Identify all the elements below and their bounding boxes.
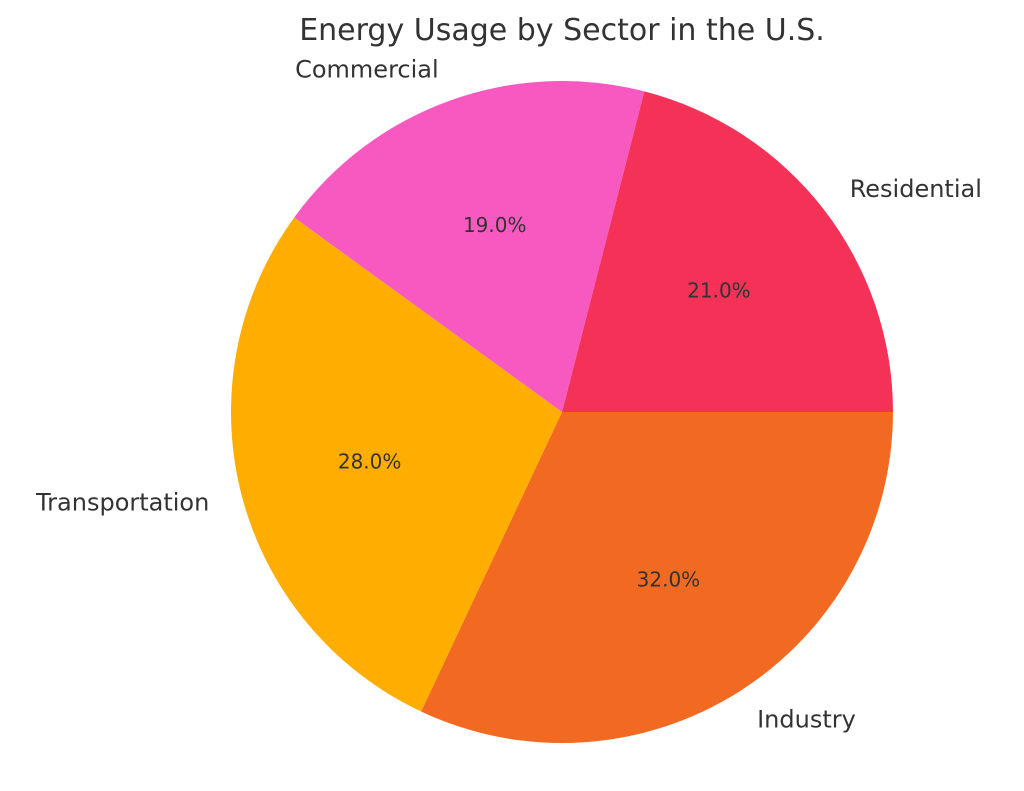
category-label-commercial: Commercial [295,55,439,83]
pie-labels: 21.0% Residential 32.0% Industry 28.0% Transp… [35,55,982,733]
pct-label-residential: 21.0% [687,278,751,302]
category-label-industry: Industry [757,705,856,733]
category-label-residential: Residential [850,175,982,203]
pie-slice-transportation [230,217,563,712]
pct-label-transportation: 28.0% [338,449,402,473]
pie-slices [230,81,893,743]
pct-label-industry: 32.0% [637,568,701,592]
pct-label-commercial: 19.0% [463,213,527,237]
pie-slice-industry [421,412,893,743]
category-label-transportation: Transportation [35,489,209,517]
pie-slice-commercial [294,81,645,412]
pie-slice-residential [562,91,893,412]
chart-title: Energy Usage by Sector in the U.S. [299,13,825,48]
